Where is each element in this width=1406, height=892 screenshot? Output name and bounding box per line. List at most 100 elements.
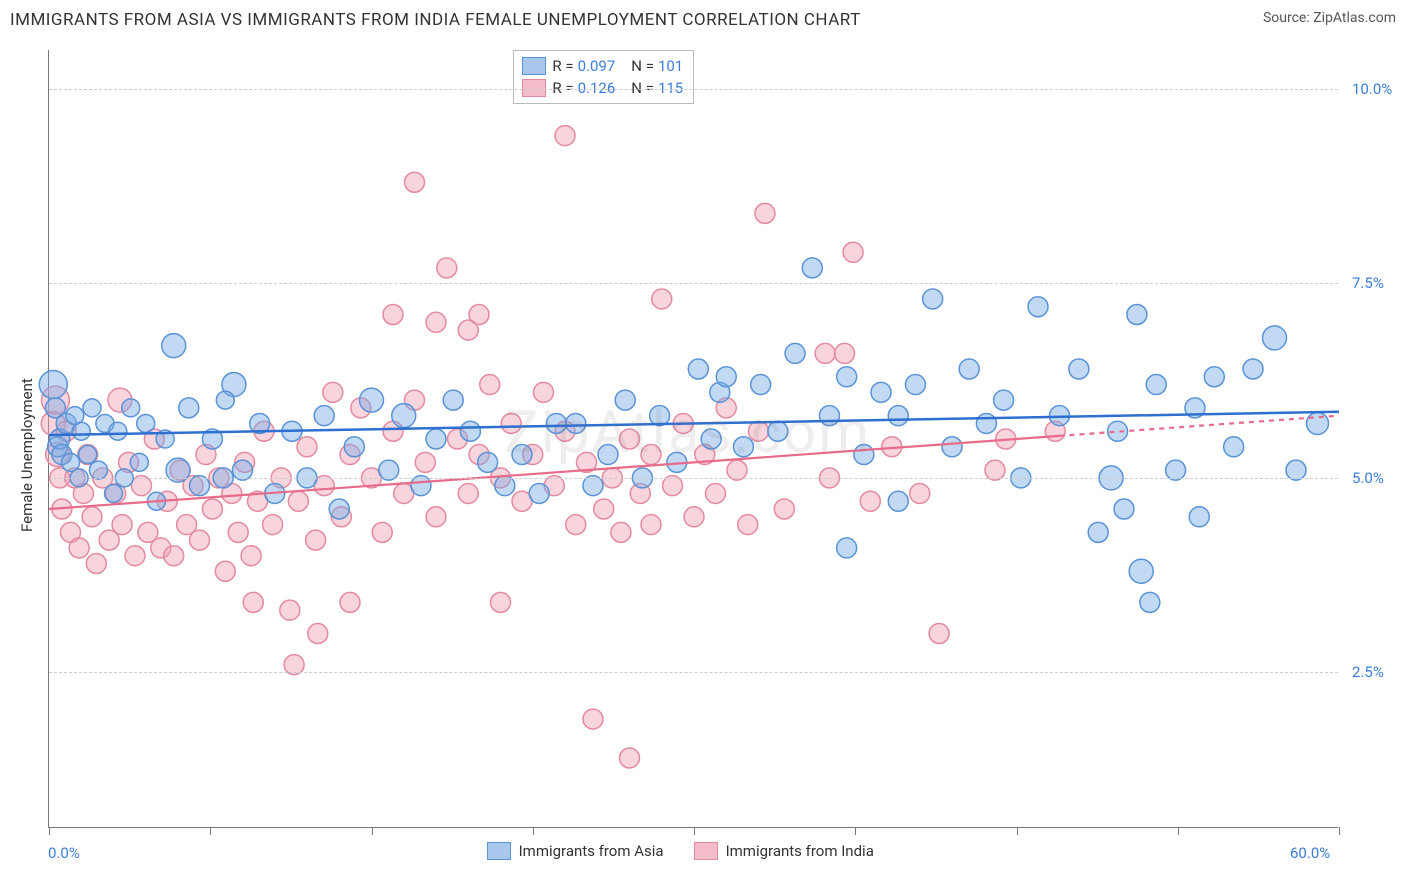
scatter-point-asia xyxy=(942,437,962,457)
scatter-point-asia xyxy=(1114,499,1134,519)
scatter-point-india xyxy=(706,483,726,503)
scatter-point-asia xyxy=(1243,359,1263,379)
scatter-point-asia xyxy=(615,390,635,410)
scatter-point-india xyxy=(164,546,184,566)
scatter-point-india xyxy=(835,343,855,363)
scatter-point-india xyxy=(620,748,640,768)
ytick-label: 5.0% xyxy=(1352,469,1384,487)
scatter-point-india xyxy=(372,522,392,542)
scatter-point-asia xyxy=(39,371,67,399)
scatter-point-india xyxy=(280,600,300,620)
scatter-point-india xyxy=(241,546,261,566)
scatter-point-asia xyxy=(905,375,925,395)
scatter-point-india xyxy=(125,546,145,566)
scatter-point-asia xyxy=(426,429,446,449)
scatter-point-india xyxy=(383,305,403,325)
scatter-point-india xyxy=(323,382,343,402)
scatter-point-asia xyxy=(1189,507,1209,527)
legend-stats-row-asia: R =0.097N =101 xyxy=(522,55,683,77)
scatter-point-asia xyxy=(179,398,199,418)
bottom-legend: Immigrants from Asia Immigrants from Indi… xyxy=(487,842,874,860)
scatter-point-asia xyxy=(105,484,123,502)
ytick-label: 7.5% xyxy=(1352,274,1384,292)
scatter-point-india xyxy=(501,413,521,433)
scatter-point-asia xyxy=(1146,375,1166,395)
scatter-point-asia xyxy=(460,421,480,441)
scatter-point-asia xyxy=(650,406,670,426)
scatter-point-india xyxy=(860,491,880,511)
ytick-label: 10.0% xyxy=(1352,80,1392,98)
scatter-point-india xyxy=(652,289,672,309)
scatter-point-india xyxy=(86,553,106,573)
scatter-point-india xyxy=(228,522,248,542)
scatter-point-india xyxy=(641,515,661,535)
scatter-point-asia xyxy=(1263,326,1287,350)
bottom-legend-label: Immigrants from Asia xyxy=(519,842,664,860)
scatter-point-asia xyxy=(768,421,788,441)
scatter-point-asia xyxy=(1140,592,1160,612)
scatter-point-india xyxy=(202,499,222,519)
scatter-point-asia xyxy=(888,491,908,511)
scatter-point-asia xyxy=(1088,522,1108,542)
scatter-point-asia xyxy=(122,399,140,417)
bottom-legend-label: Immigrants from India xyxy=(726,842,874,860)
scatter-point-india xyxy=(215,561,235,581)
scatter-point-asia xyxy=(1224,437,1244,457)
scatter-point-asia xyxy=(976,413,996,433)
gridline xyxy=(49,478,1338,479)
scatter-point-asia xyxy=(529,483,549,503)
source-attribution: Source: ZipAtlas.com xyxy=(1263,10,1396,26)
scatter-point-india xyxy=(426,507,446,527)
scatter-point-asia xyxy=(392,404,416,428)
bottom-legend-item-asia: Immigrants from Asia xyxy=(487,842,664,860)
xtick xyxy=(1017,827,1018,835)
scatter-point-india xyxy=(749,421,769,441)
scatter-point-india xyxy=(843,242,863,262)
gridline xyxy=(49,89,1338,90)
legend-swatch-asia xyxy=(487,842,511,860)
scatter-point-asia xyxy=(79,446,97,464)
scatter-point-asia xyxy=(819,406,839,426)
scatter-point-asia xyxy=(959,359,979,379)
scatter-point-india xyxy=(306,530,326,550)
scatter-point-asia xyxy=(1028,297,1048,317)
scatter-point-india xyxy=(112,515,132,535)
scatter-point-india xyxy=(491,592,511,612)
scatter-point-india xyxy=(405,172,425,192)
scatter-point-asia xyxy=(109,422,127,440)
scatter-point-asia xyxy=(837,538,857,558)
scatter-point-india xyxy=(263,515,283,535)
scatter-point-india xyxy=(82,507,102,527)
xtick xyxy=(1178,827,1179,835)
scatter-point-india xyxy=(684,507,704,527)
scatter-point-india xyxy=(458,483,478,503)
scatter-point-india xyxy=(555,126,575,146)
scatter-point-asia xyxy=(329,499,349,519)
scatter-point-india xyxy=(426,312,446,332)
scatter-point-asia xyxy=(598,445,618,465)
scatter-point-india xyxy=(340,592,360,612)
scatter-point-india xyxy=(437,258,457,278)
gridline xyxy=(49,672,1338,673)
scatter-point-asia xyxy=(1307,412,1329,434)
scatter-point-india xyxy=(469,305,489,325)
ytick-label: 2.5% xyxy=(1352,663,1384,681)
scatter-point-asia xyxy=(566,413,586,433)
scatter-point-india xyxy=(534,382,554,402)
scatter-point-asia xyxy=(216,391,234,409)
scatter-point-asia xyxy=(1204,367,1224,387)
scatter-point-asia xyxy=(478,452,498,472)
xlim-max-label: 60.0% xyxy=(1290,844,1330,862)
plot-area: ZipAtlas.com R =0.097N =101R =0.126N =11… xyxy=(48,50,1338,828)
scatter-point-india xyxy=(620,429,640,449)
scatter-point-asia xyxy=(1127,305,1147,325)
scatter-point-india xyxy=(611,522,631,542)
scatter-point-asia xyxy=(546,413,566,433)
scatter-point-india xyxy=(566,515,586,535)
scatter-point-asia xyxy=(314,406,334,426)
scatter-point-asia xyxy=(785,343,805,363)
scatter-point-india xyxy=(929,624,949,644)
chart-title: IMMIGRANTS FROM ASIA VS IMMIGRANTS FROM … xyxy=(10,10,861,30)
scatter-point-india xyxy=(308,624,328,644)
scatter-point-india xyxy=(594,499,614,519)
